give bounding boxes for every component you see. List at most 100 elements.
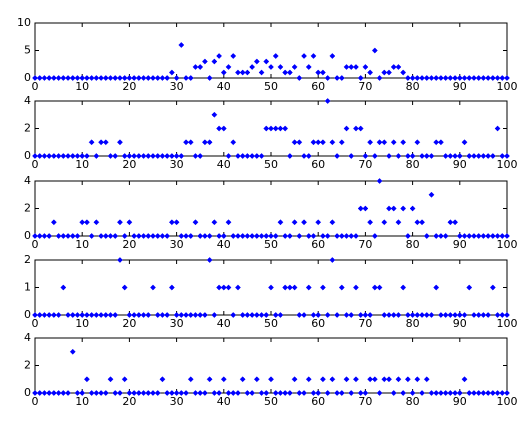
data-point — [305, 153, 312, 159]
data-point — [46, 75, 53, 81]
data-point — [310, 312, 317, 318]
data-point — [46, 233, 53, 239]
data-point — [102, 390, 109, 396]
x-tick-label: 100 — [497, 395, 518, 408]
x-tick-label: 90 — [453, 238, 467, 251]
data-point — [433, 390, 440, 396]
data-point — [235, 284, 241, 291]
x-tick-label: 20 — [122, 395, 136, 408]
data-point — [206, 233, 213, 239]
data-point — [494, 125, 501, 132]
data-point — [79, 312, 86, 318]
data-point — [319, 284, 326, 291]
data-point — [154, 233, 161, 239]
data-point — [201, 233, 208, 239]
data-point — [400, 205, 407, 212]
x-tick-label: 30 — [170, 80, 184, 93]
data-point — [107, 376, 114, 383]
data-point — [79, 153, 86, 159]
x-tick-label: 70 — [358, 80, 372, 93]
x-tick-label: 30 — [170, 158, 184, 171]
data-point — [187, 233, 194, 239]
data-point — [315, 219, 322, 226]
data-point — [442, 153, 449, 159]
data-point — [428, 191, 435, 198]
data-point — [187, 139, 194, 146]
x-tick-label: 60 — [311, 317, 325, 330]
data-point — [235, 390, 241, 396]
data-point — [404, 233, 411, 239]
data-point — [494, 312, 501, 318]
data-point — [150, 153, 156, 159]
data-point — [168, 390, 175, 396]
data-point — [50, 312, 57, 318]
data-point — [414, 139, 421, 146]
data-point — [135, 233, 142, 239]
data-point — [216, 233, 223, 239]
data-point — [291, 284, 298, 291]
data-point — [135, 390, 142, 396]
data-point — [353, 125, 359, 132]
data-point — [423, 312, 430, 318]
data-point — [268, 284, 274, 291]
y-tick-label: 5 — [24, 44, 31, 57]
data-point — [178, 390, 185, 396]
data-point — [381, 219, 388, 226]
data-point — [428, 312, 435, 318]
x-tick-label: 0 — [32, 238, 39, 251]
data-point — [400, 390, 407, 396]
data-point — [102, 75, 109, 81]
data-point — [395, 64, 402, 70]
data-point — [98, 139, 105, 146]
data-point — [357, 312, 364, 318]
data-point — [239, 376, 246, 383]
data-point — [140, 390, 147, 396]
data-point — [480, 153, 487, 159]
x-tick-label: 50 — [264, 317, 278, 330]
data-point — [159, 312, 166, 318]
data-point — [471, 75, 477, 81]
data-point — [447, 390, 454, 396]
data-point — [206, 75, 213, 81]
data-point — [131, 233, 138, 239]
x-tick-label: 80 — [406, 238, 420, 251]
data-point — [197, 390, 204, 396]
data-point — [230, 312, 237, 318]
data-point — [83, 219, 90, 226]
data-point — [93, 219, 100, 226]
data-point — [263, 312, 270, 318]
data-point — [343, 376, 350, 383]
data-point — [74, 153, 81, 159]
data-point — [362, 153, 369, 159]
data-point — [409, 153, 416, 159]
data-point — [65, 390, 71, 396]
data-point — [69, 233, 76, 239]
data-point — [324, 390, 331, 396]
data-point — [220, 233, 227, 239]
data-point — [168, 284, 175, 291]
data-point — [41, 233, 48, 239]
data-point — [301, 53, 307, 59]
axes-frame — [34, 337, 508, 394]
data-point — [282, 125, 289, 132]
y-tick-label: 0 — [24, 229, 31, 242]
data-point — [319, 376, 326, 383]
data-point — [282, 69, 289, 76]
data-point — [353, 64, 359, 70]
x-tick-label: 90 — [453, 395, 467, 408]
data-point — [36, 312, 43, 318]
x-tick-label: 80 — [406, 80, 420, 93]
data-point — [404, 75, 411, 81]
data-point — [55, 233, 62, 239]
data-point — [159, 75, 166, 81]
data-point — [107, 233, 114, 239]
data-point — [79, 219, 86, 226]
y-tick-label: 10 — [17, 16, 31, 29]
data-point — [419, 219, 425, 226]
data-point — [362, 390, 369, 396]
x-tick-label: 60 — [311, 80, 325, 93]
data-point — [371, 376, 378, 383]
data-point — [343, 125, 350, 132]
data-point — [485, 233, 492, 239]
data-point — [504, 312, 510, 318]
